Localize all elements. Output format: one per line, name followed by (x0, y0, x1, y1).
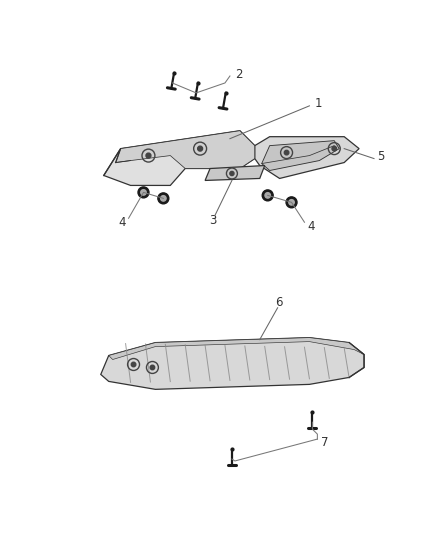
Polygon shape (101, 337, 364, 389)
Text: 6: 6 (275, 296, 282, 309)
Circle shape (158, 193, 169, 204)
Circle shape (141, 190, 146, 195)
Text: 3: 3 (209, 214, 216, 227)
Circle shape (265, 192, 270, 198)
Circle shape (198, 146, 202, 151)
Circle shape (146, 153, 151, 158)
Text: 4: 4 (307, 220, 315, 233)
Circle shape (289, 199, 294, 205)
Polygon shape (255, 136, 359, 179)
Circle shape (150, 365, 155, 370)
Circle shape (262, 190, 273, 201)
Text: 5: 5 (377, 150, 385, 163)
Polygon shape (116, 131, 255, 168)
Text: 2: 2 (235, 68, 242, 80)
Circle shape (332, 147, 336, 151)
Text: 7: 7 (321, 435, 329, 449)
Circle shape (286, 197, 297, 208)
Polygon shape (109, 337, 364, 360)
Circle shape (131, 362, 136, 367)
Circle shape (138, 187, 149, 198)
Circle shape (230, 172, 234, 175)
Text: 4: 4 (119, 216, 126, 229)
Polygon shape (104, 131, 255, 185)
Polygon shape (205, 166, 265, 181)
Circle shape (284, 150, 289, 155)
Circle shape (161, 196, 166, 201)
Text: 1: 1 (314, 98, 322, 110)
Polygon shape (262, 141, 339, 171)
